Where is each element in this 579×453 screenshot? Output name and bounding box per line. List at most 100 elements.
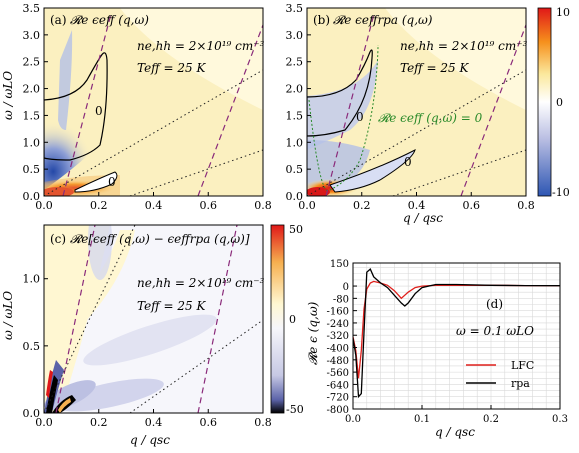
panel-c-heatmap: [44, 225, 263, 413]
panel-b-density: ne,hh = 2×10¹⁹ cm⁻³: [400, 39, 528, 53]
colorbar-2-tick-top: 50: [289, 223, 303, 236]
panel-b-heatmap: [307, 8, 526, 196]
panel-d-xtick-label: 0.0: [345, 414, 361, 425]
panel-b-ytick-label: 2.0: [286, 83, 304, 96]
panel-d-annotation: ω = 0.1 ωLO: [456, 324, 534, 338]
panel-b-ytick-label: 1.0: [286, 136, 304, 149]
panel-c-xtick-label: 0.2: [90, 416, 108, 429]
panel-d-ytick-label: -720: [327, 393, 349, 404]
panel-b-ytick-label: 1.5: [286, 109, 304, 122]
panel-a-xtick-label: 0.0: [35, 199, 53, 212]
panel-c-title: 𝓡e[ϵeff (q,ω) − ϵeffrpa (q,ω)]: [70, 232, 250, 246]
panel-b-ytick-label: 0.0: [286, 190, 304, 203]
panel-b-zero-contour: [307, 49, 373, 137]
panel-b-xtick-label: 0.4: [408, 199, 426, 212]
colorbar-2-tick-bot: -50: [286, 403, 304, 416]
colorbar-2: [270, 224, 285, 414]
panel-a-xtick-label: 0.6: [200, 199, 218, 212]
panel-b-label: (b): [313, 13, 330, 27]
panel-a-zero-label-2: 0: [108, 175, 116, 189]
panel-b-temp: Teff = 25 K: [400, 61, 469, 75]
panel-c-density: ne,hh = 2×10¹⁹ cm⁻³: [137, 276, 265, 290]
panel-a-xtick-label: 0.8: [254, 199, 272, 212]
panel-b-xtick-label: 0.6: [463, 199, 481, 212]
panel-d-ylabel: 𝓡e ϵ (q,ω): [306, 301, 320, 365]
panel-a-xticks: 0.0 0.2 0.4 0.6 0.8: [35, 192, 272, 212]
panel-d-ytick-label: -800: [327, 405, 349, 416]
panel-b-zero-label-2: 0: [404, 155, 412, 169]
panel-b-ytick-label: 3.5: [286, 2, 304, 15]
panel-d-ytick-label: -240: [327, 319, 349, 330]
panel-c-yticks: 0.0 0.5 1.0: [23, 273, 48, 420]
panel-a-ytick-label: 0.5: [23, 163, 41, 176]
colorbar-2-tick-mid: 0: [289, 313, 296, 326]
panel-d-xtick-label: 0.2: [483, 414, 499, 425]
panel-b-zero-label-1: 0: [356, 110, 364, 124]
panel-d-label: (d): [486, 297, 503, 311]
panel-d-ytick-label: 150: [330, 259, 349, 270]
panel-d-plot: [353, 268, 560, 399]
panel-c-xtick-label: 0.8: [254, 416, 272, 429]
series-rpa-line: [353, 268, 560, 399]
colorbar-1-tick-top: 10: [556, 6, 570, 19]
panel-a-ytick-label: 3.0: [23, 29, 41, 42]
panel-d-ytick-label: -400: [327, 344, 349, 355]
panel-b-title: 𝓡e ϵeffrpa (q,ω): [333, 13, 433, 27]
panel-d-ytick-label: -640: [327, 380, 349, 391]
panel-b-xtick-label: 0.2: [353, 199, 371, 212]
panel-a-ytick-label: 3.5: [23, 2, 41, 15]
panel-a-ytick-label: 2.5: [23, 56, 41, 69]
colorbar-1-tick-bot: -10: [552, 186, 570, 199]
panel-d-ytick-label: -80: [333, 294, 349, 305]
panel-d-xticks: 0.0 0.1 0.2 0.3: [345, 405, 568, 425]
panel-a-yticks: 0.0 0.5 1.0 1.5 2.0 2.5 3.0 3.5: [23, 2, 48, 203]
panel-a-title: 𝓡e ϵeff (q,ω): [70, 13, 149, 27]
panel-a-ytick-label: 2.0: [23, 83, 41, 96]
panel-a-ylabel: ω / ωLO: [1, 71, 15, 120]
panel-b: 0.0 0.5 1.0 1.5 2.0 2.5 3.0 3.5 0.0 0.2 0.4 0.6 0.8…: [286, 2, 571, 212]
panel-d-ytick-label: -480: [327, 356, 349, 367]
panel-c-label: (c): [50, 232, 66, 246]
panel-c-xticks: 0.0 0.2 0.4 0.6 0.8: [35, 409, 272, 429]
panel-d-grid: [352, 263, 561, 410]
panel-c-xtick-label: 0.0: [35, 416, 53, 429]
panel-b-yticks: 0.0 0.5 1.0 1.5 2.0 2.5 3.0 3.5: [286, 2, 311, 203]
panel-d-xtick-label: 0.1: [414, 414, 430, 425]
panel-b-green-label: 𝓡e ϵeff (q,ω) = 0: [378, 111, 483, 125]
panel-c-xlabel: q / qsc: [130, 433, 170, 447]
panel-c-ytick-label: 0.0: [23, 407, 41, 420]
panel-c-xtick-label: 0.4: [145, 416, 163, 429]
panel-d: 150 0-80 -160-240-320 -400-480-560-640 -720-…: [306, 259, 568, 439]
panel-b-xtick-label: 0.8: [517, 199, 535, 212]
panel-b-ytick-label: 0.5: [286, 163, 304, 176]
panel-b-xtick-label: 0.0: [298, 199, 316, 212]
panel-a-ytick-label: 1.0: [23, 136, 41, 149]
panel-b-ytick-label: 2.5: [286, 56, 304, 69]
panel-a-density: ne,hh = 2×10¹⁹ cm⁻³: [137, 39, 265, 53]
legend-lfc-label: LFC: [511, 359, 534, 372]
panel-d-ytick-label: -320: [327, 331, 349, 342]
panel-d-ytick-label: -160: [327, 307, 349, 318]
panel-a-heatmap: [44, 8, 263, 196]
panel-d-xtick-label: 0.3: [552, 414, 568, 425]
panel-c-temp: Teff = 25 K: [137, 299, 206, 313]
panel-a-xtick-label: 0.4: [145, 199, 163, 212]
panel-a-xtick-label: 0.2: [90, 199, 108, 212]
series-lfc-line: [353, 280, 560, 379]
panel-c: 0.0 0.5 1.0 0.0 0.2 0.4 0.6 0.8 (c) 𝓡e[ϵeff (q…: [1, 223, 304, 447]
panel-d-ytick-label: -560: [327, 368, 349, 379]
panel-c-ytick-label: 0.5: [23, 340, 41, 353]
panel-a-ytick-label: 1.5: [23, 109, 41, 122]
panel-b-xticks: 0.0 0.2 0.4 0.6 0.8: [298, 192, 535, 212]
panel-c-xtick-label: 0.6: [200, 416, 218, 429]
panel-a-label: (a): [50, 13, 67, 27]
panel-c-ylabel: ω / ωLO: [1, 291, 15, 340]
panel-b-ytick-label: 3.0: [286, 29, 304, 42]
legend-rpa-label: rpa: [511, 377, 530, 390]
panel-d-xlabel: q / qsc: [435, 425, 475, 439]
panel-b-xlabel: q / qsc: [403, 211, 443, 225]
panel-a-temp: Teff = 25 K: [137, 61, 206, 75]
panel-a-zero-label-1: 0: [95, 104, 103, 118]
panel-d-ytick-label: 0: [343, 282, 349, 293]
